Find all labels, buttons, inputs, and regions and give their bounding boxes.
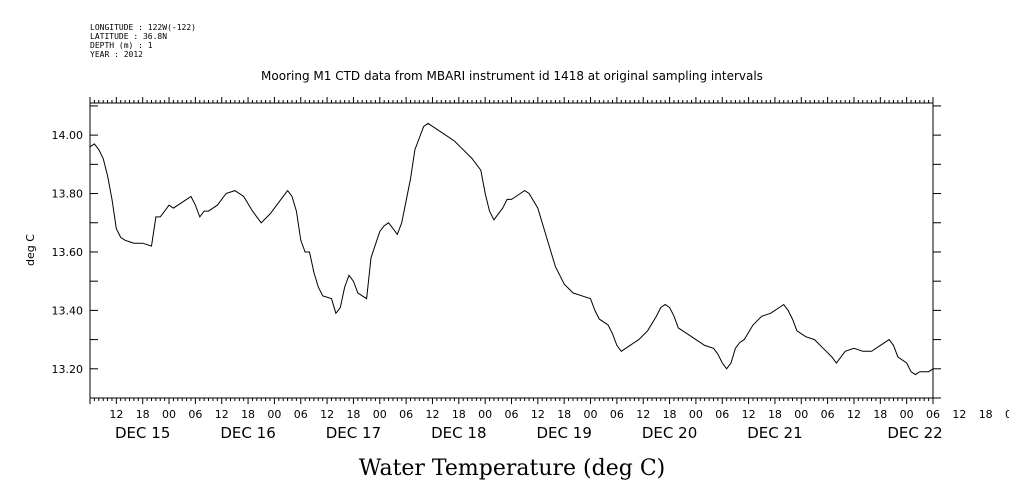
x-hour-label: 00 xyxy=(900,408,914,421)
y-tick-label: 13.20 xyxy=(52,363,84,376)
x-hour-label: 12 xyxy=(215,408,229,421)
x-hour-label: 06 xyxy=(505,408,519,421)
x-day-label: DEC 21 xyxy=(747,424,802,442)
x-day-label: DEC 20 xyxy=(642,424,697,442)
x-hour-label: 06 xyxy=(926,408,940,421)
metadata-year: YEAR : 2012 xyxy=(90,50,143,59)
x-hour-label: 18 xyxy=(557,408,571,421)
x-day-label: DEC 19 xyxy=(537,424,592,442)
x-hour-label: 18 xyxy=(452,408,466,421)
x-hour-label: 18 xyxy=(979,408,993,421)
y-axis-label: deg C xyxy=(24,234,37,266)
x-hour-label: 12 xyxy=(320,408,334,421)
x-hour-label: 18 xyxy=(136,408,150,421)
y-tick-label: 13.40 xyxy=(52,304,84,317)
y-axis-ticks xyxy=(90,105,941,399)
x-hour-label: 18 xyxy=(241,408,255,421)
x-day-label: DEC 22 xyxy=(887,424,942,442)
x-hour-label: 12 xyxy=(636,408,650,421)
x-axis-ticks xyxy=(89,97,934,404)
x-hour-label: 06 xyxy=(188,408,202,421)
x-hour-label: 18 xyxy=(768,408,782,421)
x-hour-label: 06 xyxy=(399,408,413,421)
x-hour-label: 18 xyxy=(873,408,887,421)
x-day-labels: DEC 15 DEC 16 DEC 17 DEC 18 DEC 19 DEC 20 DEC … xyxy=(115,424,943,442)
x-hour-label: 00 xyxy=(584,408,598,421)
x-hour-label: 12 xyxy=(109,408,123,421)
x-hour-label: 18 xyxy=(663,408,677,421)
x-hour-label: 00 xyxy=(373,408,387,421)
metadata-depth: DEPTH (m) : 1 xyxy=(90,41,153,50)
x-hour-label: 06 xyxy=(294,408,308,421)
y-tick-label: 13.80 xyxy=(52,188,84,201)
temperature-series-line xyxy=(89,122,934,376)
x-day-label: DEC 16 xyxy=(220,424,275,442)
x-hour-label: 00 xyxy=(794,408,808,421)
x-hour-label: 06 xyxy=(715,408,729,421)
x-hour-label: 12 xyxy=(952,408,966,421)
x-day-label: DEC 15 xyxy=(115,424,170,442)
x-day-label: DEC 17 xyxy=(326,424,381,442)
x-hour-label: 12 xyxy=(425,408,439,421)
x-hour-label: 06 xyxy=(821,408,835,421)
metadata-latitude: LATITUDE : 36.8N xyxy=(90,32,167,41)
x-axis-label: Water Temperature (deg C) xyxy=(359,456,666,481)
x-hour-label: 00 xyxy=(267,408,281,421)
x-hour-label: 00 xyxy=(1005,408,1009,421)
metadata-block: LONGITUDE : 122W(-122) LATITUDE : 36.8N … xyxy=(90,23,196,59)
x-hour-label: 06 xyxy=(610,408,624,421)
y-tick-label: 14.00 xyxy=(52,129,84,142)
x-hour-label: 00 xyxy=(478,408,492,421)
x-hour-label: 00 xyxy=(689,408,703,421)
x-hour-label: 18 xyxy=(346,408,360,421)
x-hour-label: 12 xyxy=(531,408,545,421)
x-hour-labels: 12 18 00 06 12 18 00 06 12 18 00 06 12 18 00 06 12 18 00 06… xyxy=(109,408,1009,421)
x-hour-label: 00 xyxy=(162,408,176,421)
y-tick-labels: 13.20 13.40 13.60 13.80 14.00 xyxy=(52,129,84,376)
chart-title: Mooring M1 CTD data from MBARI instrumen… xyxy=(261,69,763,83)
x-day-label: DEC 18 xyxy=(431,424,486,442)
x-hour-label: 12 xyxy=(847,408,861,421)
y-tick-label: 13.60 xyxy=(52,246,84,259)
plot-frame xyxy=(89,102,934,399)
metadata-longitude: LONGITUDE : 122W(-122) xyxy=(90,23,196,32)
x-hour-label: 12 xyxy=(742,408,756,421)
